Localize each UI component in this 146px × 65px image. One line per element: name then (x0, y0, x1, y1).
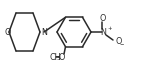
Text: 3: 3 (57, 56, 61, 61)
Text: N: N (41, 27, 47, 37)
Text: O: O (115, 38, 121, 46)
Text: −: − (119, 43, 123, 48)
Text: O: O (59, 53, 65, 61)
Text: +: + (107, 25, 112, 30)
Text: N: N (100, 27, 106, 37)
Text: CH: CH (49, 53, 60, 61)
Text: O: O (100, 14, 106, 22)
Text: O: O (5, 27, 11, 37)
